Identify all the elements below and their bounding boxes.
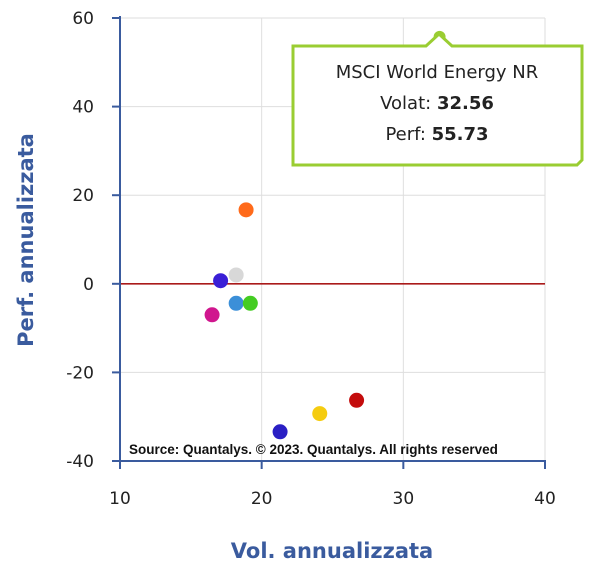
scatter-point[interactable] xyxy=(204,307,220,323)
tooltip-perf-label: Perf: xyxy=(385,124,425,145)
tooltip-volat-label: Volat: xyxy=(380,93,431,114)
y-tick-label: 20 xyxy=(72,186,94,206)
y-axis-title: Perf. annualizzata xyxy=(14,133,38,347)
x-tick-label: 10 xyxy=(109,489,131,509)
tooltip-perf-line: Perf: 55.73 xyxy=(385,124,488,145)
tooltip-series-name: MSCI World Energy NR xyxy=(336,62,539,83)
axes xyxy=(112,16,546,469)
scatter-point[interactable] xyxy=(272,424,288,440)
x-axis-title: Vol. annualizzata xyxy=(231,539,433,563)
tooltip-perf-value: 55.73 xyxy=(432,124,489,145)
scatter-point[interactable] xyxy=(238,202,254,218)
y-tick-label: 60 xyxy=(72,9,94,29)
tooltip-box xyxy=(291,31,584,167)
x-tick-label: 20 xyxy=(251,489,273,509)
x-tick-labels: 10 20 30 40 xyxy=(109,489,556,509)
tooltip-volat-line: Volat: 32.56 xyxy=(380,93,494,114)
scatter-point[interactable] xyxy=(312,406,328,422)
scatter-point[interactable] xyxy=(228,295,244,311)
x-tick-label: 30 xyxy=(393,489,415,509)
source-note: Source: Quantalys. © 2023. Quantalys. Al… xyxy=(129,442,498,457)
scatter-point[interactable] xyxy=(213,273,229,289)
tooltip-volat-value: 32.56 xyxy=(437,93,494,114)
scatter-point[interactable] xyxy=(228,267,244,283)
y-tick-label: 0 xyxy=(83,275,94,295)
scatter-point[interactable] xyxy=(349,392,365,408)
y-tick-label: -20 xyxy=(66,363,94,383)
y-tick-label: -40 xyxy=(66,452,94,472)
tooltip: MSCI World Energy NR Volat: 32.56 Perf: … xyxy=(291,31,584,167)
y-tick-labels: -40 -20 0 20 40 60 xyxy=(66,9,94,472)
scatter-point[interactable] xyxy=(242,295,258,311)
y-tick-label: 40 xyxy=(72,98,94,118)
x-tick-label: 40 xyxy=(534,489,556,509)
